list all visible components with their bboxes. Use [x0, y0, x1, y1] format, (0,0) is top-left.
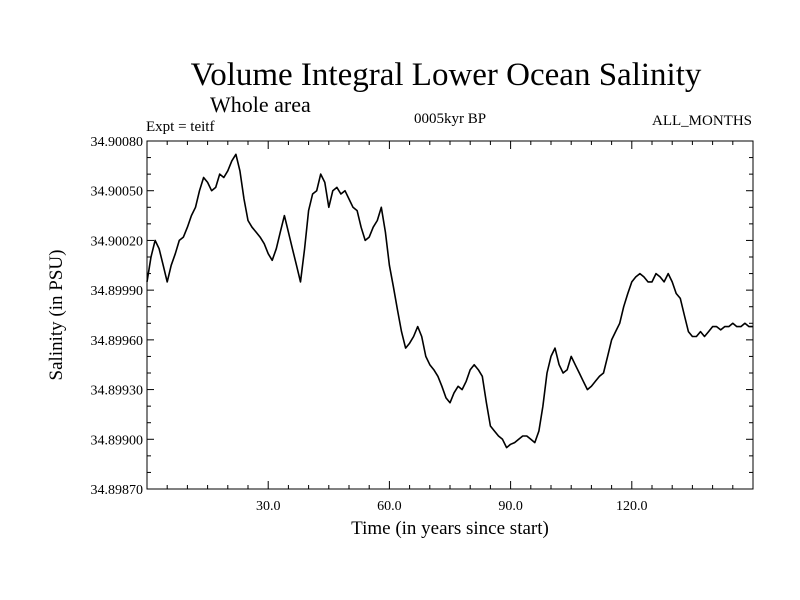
x-tick-label: 60.0	[377, 499, 402, 514]
y-tick-label: 34.90050	[91, 185, 144, 200]
months-label: ALL_MONTHS	[652, 113, 752, 129]
plot-frame	[146, 140, 754, 490]
y-tick-label: 34.90080	[91, 135, 144, 150]
x-tick-label: 30.0	[256, 499, 281, 514]
x-tick-label: 90.0	[498, 499, 523, 514]
y-tick-label: 34.89930	[91, 384, 144, 399]
chart-title: Volume Integral Lower Ocean Salinity	[191, 57, 702, 93]
y-tick-label: 34.89870	[91, 483, 144, 498]
y-tick-label: 34.89900	[91, 433, 144, 448]
y-axis-ticks: 34.89870 34.89900 34.89930 34.89960 34.89990…	[91, 135, 753, 498]
x-axis-label: Time (in years since start)	[351, 518, 549, 539]
y-axis-label: Salinity (in PSU)	[46, 250, 67, 381]
period-label: 0005kyr BP	[414, 111, 486, 127]
expt-label: Expt = teitf	[146, 119, 214, 135]
x-tick-label: 120.0	[616, 499, 648, 514]
y-tick-label: 34.89960	[91, 334, 144, 349]
y-tick-label: 34.90020	[91, 234, 144, 249]
y-tick-label: 34.89990	[91, 284, 144, 299]
salinity-series-line	[146, 153, 753, 449]
chart-subtitle: Whole area	[210, 92, 311, 117]
x-axis-ticks: 30.0 60.0 90.0 120.0	[166, 141, 734, 514]
